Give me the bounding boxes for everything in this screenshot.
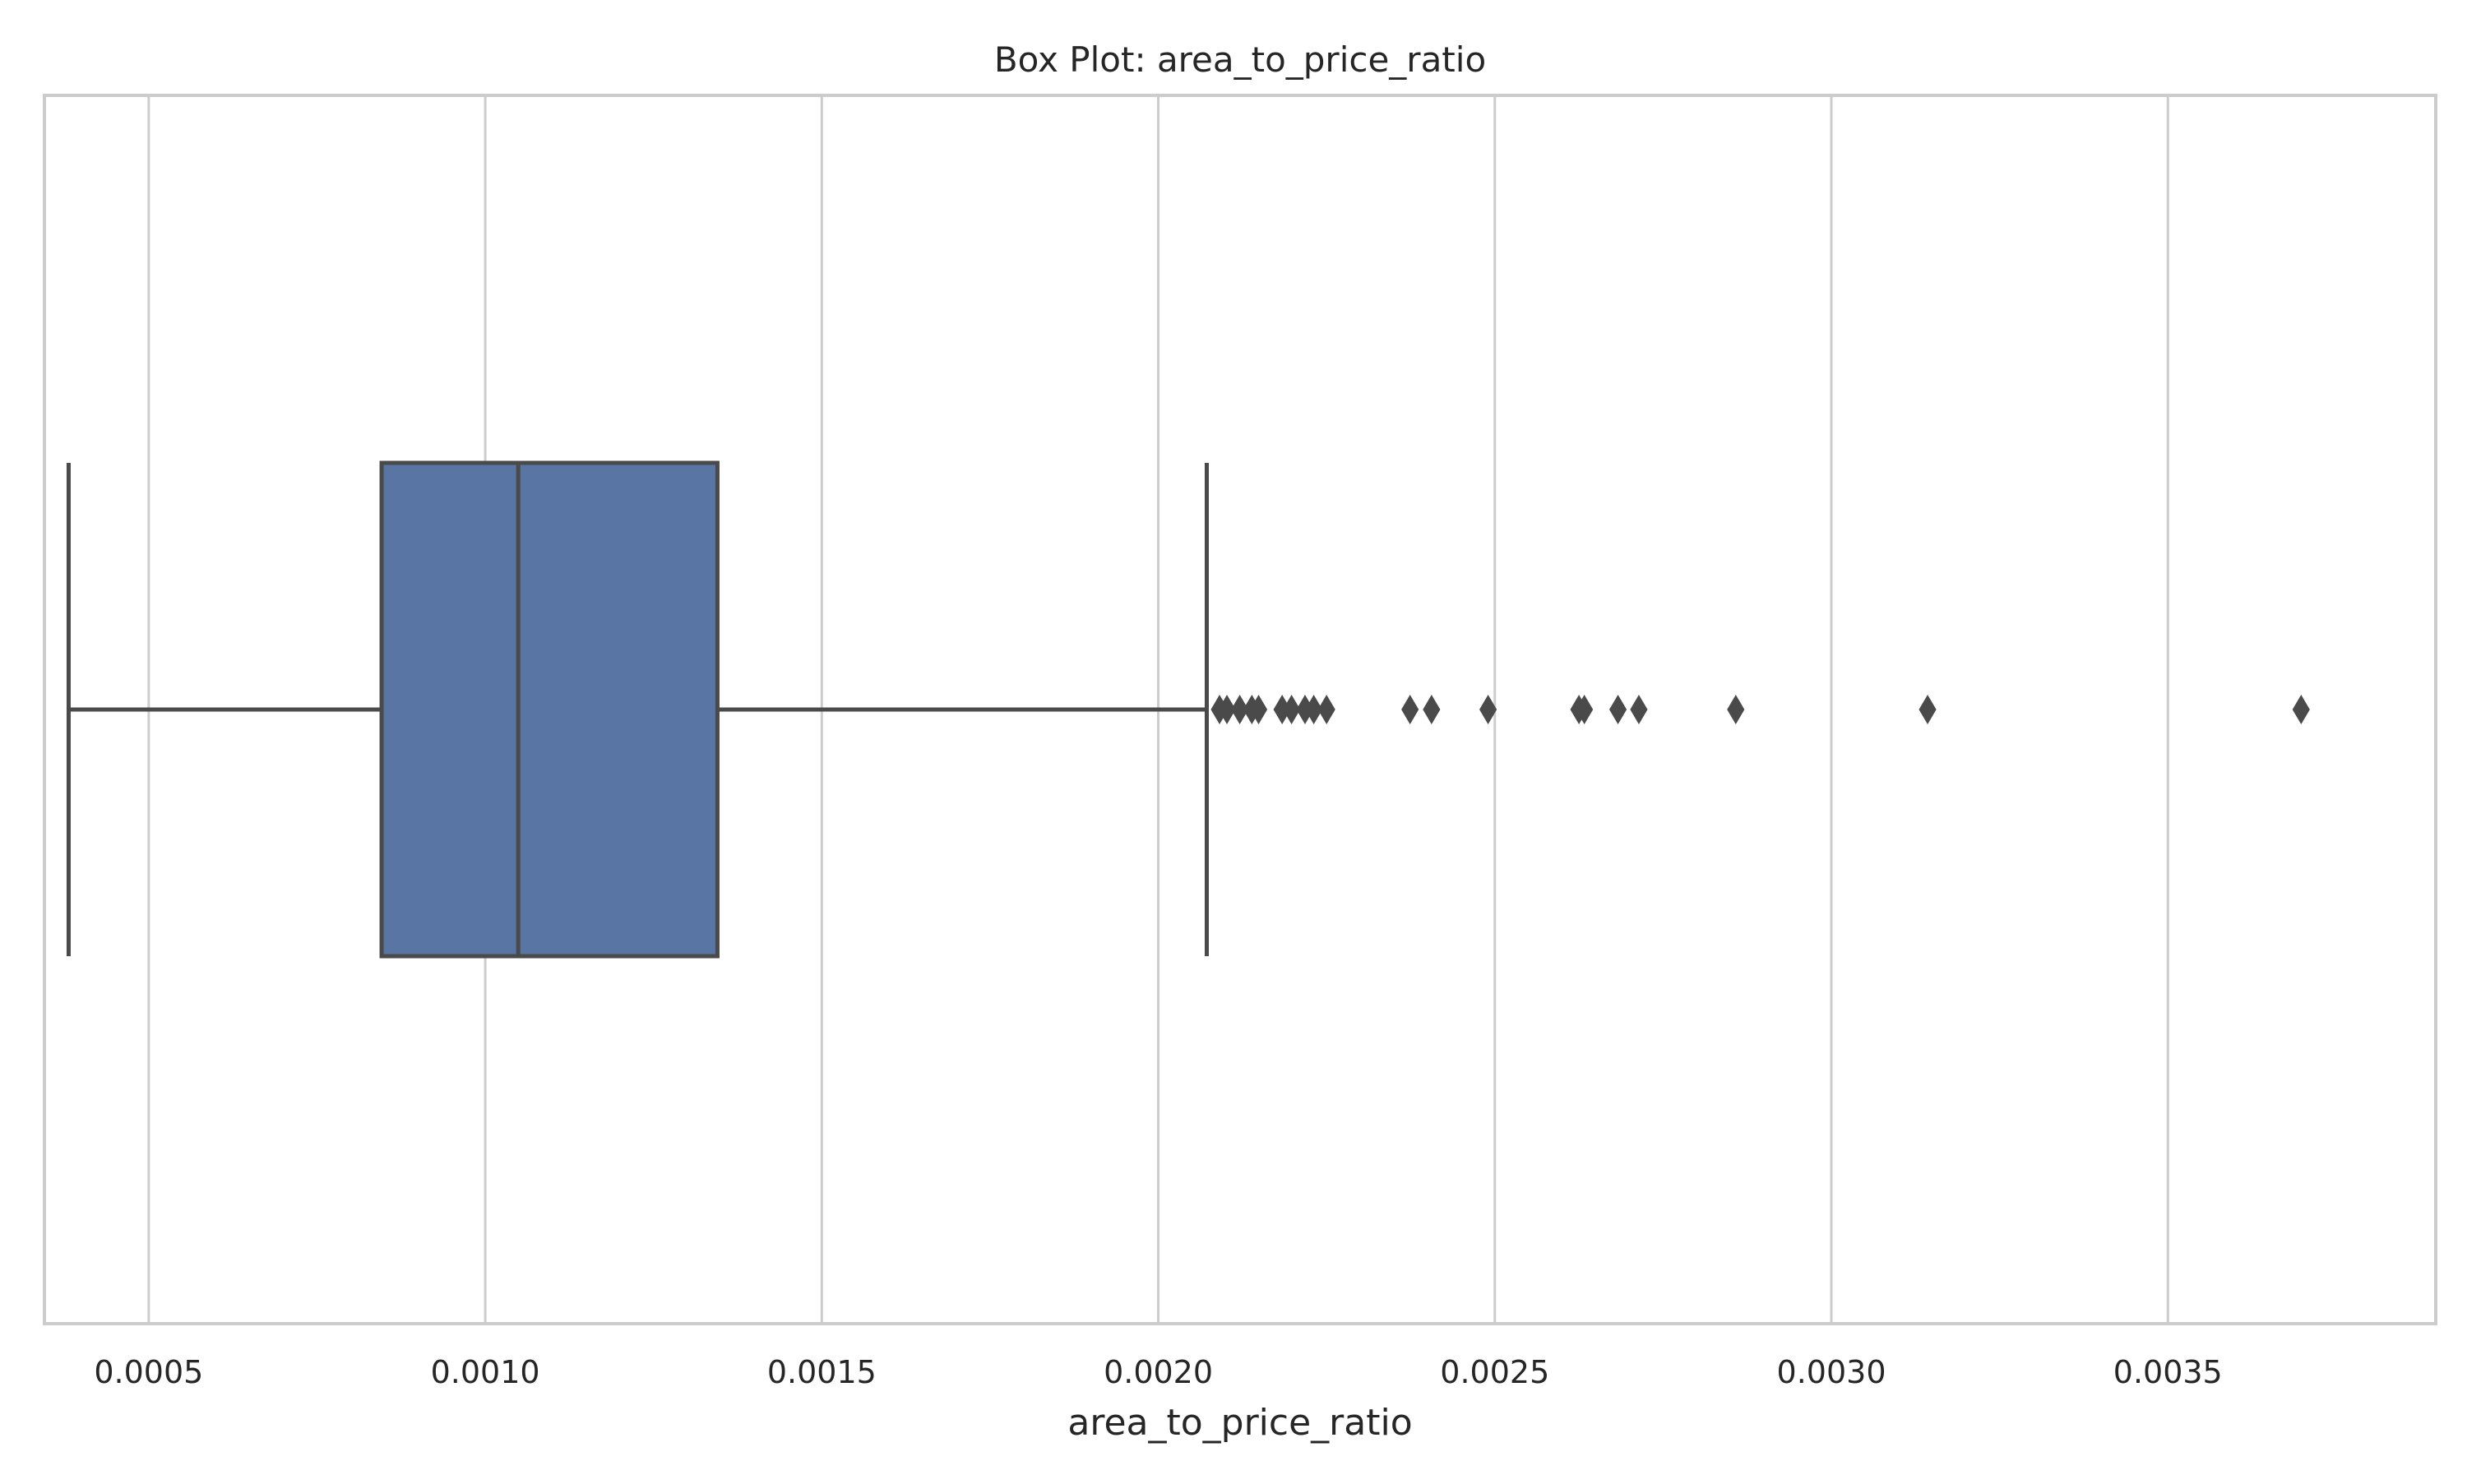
x-tick-label: 0.0035 [2113,1354,2223,1390]
outlier-point [1218,695,1236,724]
outlier-point [1630,695,1648,724]
outlier-point [1727,695,1745,724]
outlier-point [1305,695,1323,724]
plot-frame [43,94,2437,1325]
outlier-point [1479,695,1497,724]
outlier-point [1423,695,1441,724]
outlier-point [1249,695,1268,724]
outlier-point [1231,695,1249,724]
outlier-points [1210,695,2310,724]
chart-title: Box Plot: area_to_price_ratio [994,39,1486,80]
x-tick-label: 0.0030 [1777,1354,1886,1390]
x-tick-label: 0.0010 [431,1354,540,1390]
x-tick-label: 0.0025 [1440,1354,1549,1390]
outlier-point [1608,695,1627,724]
box-group [66,460,1209,959]
x-tick-label: 0.0015 [767,1354,877,1390]
outlier-point [1919,695,1937,724]
outlier-point [1283,695,1301,724]
outlier-point [1576,695,1594,724]
x-tick-label: 0.0005 [94,1354,203,1390]
outlier-point [2292,695,2310,724]
x-axis-label: area_to_price_ratio [1067,1402,1412,1444]
outlier-point [1401,695,1419,724]
x-tick-labels: 0.0005 0.0010 0.0015 0.0020 0.0025 0.0030 0.00… [94,1354,2222,1390]
iqr-box [379,460,720,959]
x-tick-label: 0.0020 [1104,1354,1213,1390]
outlier-point [1317,695,1335,724]
